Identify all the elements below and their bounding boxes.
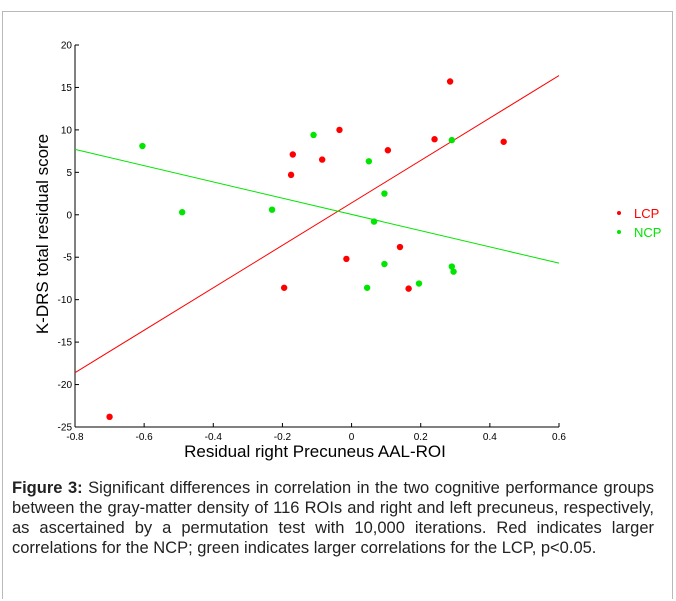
ncp-point: [310, 131, 317, 139]
y-tick-label: 15: [61, 83, 73, 94]
lcp-point: [396, 243, 404, 251]
ncp-point: [381, 260, 388, 268]
y-tick-label: -15: [58, 338, 73, 349]
lcp-point: [106, 413, 113, 421]
lcp-point: [343, 255, 350, 263]
lcp-point: [384, 147, 392, 154]
ncp-point: [178, 209, 186, 216]
ncp-fit-line: [74, 148, 560, 264]
ncp-point: [448, 263, 456, 270]
lcp-point: [318, 156, 326, 163]
x-tick-label: -0.2: [274, 432, 292, 443]
x-tick-label: 0.4: [483, 432, 497, 443]
lcp-fit-line: [74, 75, 560, 374]
axes: -0.8 -0.6 -0.4 -0.2 0 0.2 0.4 0.6 -25 -20 -15 -10 -5…: [58, 41, 567, 444]
data-points: [106, 78, 507, 421]
ncp-point: [448, 136, 456, 144]
ncp-point: [139, 142, 146, 150]
scatter-chart: -0.8 -0.6 -0.4 -0.2 0 0.2 0.4 0.6 -25 -20 -15 -10 -5…: [33, 41, 661, 462]
lcp-point: [500, 138, 507, 145]
ncp-point: [415, 280, 423, 287]
caption-label: Figure 3:: [12, 479, 83, 497]
x-tick-label: -0.8: [66, 432, 84, 443]
fit-lines: [74, 75, 560, 374]
y-axis-label: K-DRS total residual score: [33, 134, 52, 334]
lcp-legend-marker: [617, 211, 621, 215]
lcp-legend-label: LCP: [634, 206, 659, 221]
ncp-point: [268, 206, 276, 213]
y-tick-label: -10: [58, 295, 73, 306]
x-tick-label: 0.2: [414, 432, 428, 443]
lcp-point: [446, 78, 454, 85]
lcp-point: [431, 136, 438, 143]
ncp-point: [370, 218, 378, 225]
ncp-point: [381, 190, 388, 197]
figure-frame: [2, 11, 673, 599]
ncp-point: [365, 158, 373, 165]
legend: LCP NCP: [617, 206, 661, 240]
ncp-point: [363, 284, 371, 291]
lcp-point: [280, 284, 288, 291]
x-tick-label: -0.6: [136, 432, 154, 443]
y-tick-label: -25: [58, 423, 73, 434]
y-tick-label: -20: [58, 380, 73, 391]
x-axis-label: Residual right Precuneus AAL-ROI: [184, 442, 446, 461]
figure-caption: Figure 3: Significant differences in cor…: [12, 478, 654, 558]
x-tick-label: -0.4: [205, 432, 223, 443]
x-tick-label: 0.6: [552, 432, 566, 443]
lcp-point: [336, 126, 343, 134]
ncp-legend-marker: [617, 230, 621, 234]
ncp-point: [450, 268, 457, 275]
x-tick-label: 0: [349, 432, 355, 443]
y-tick-label: 5: [66, 168, 72, 179]
y-tick-label: 0: [66, 210, 72, 221]
caption-text: Significant differences in correlation i…: [12, 479, 654, 557]
y-tick-label: 10: [61, 125, 73, 136]
y-tick-label: 20: [61, 41, 73, 52]
lcp-point: [287, 171, 295, 179]
lcp-point: [405, 285, 412, 292]
lcp-point: [289, 151, 296, 158]
y-tick-label: -5: [63, 253, 72, 264]
ncp-legend-label: NCP: [634, 225, 661, 240]
